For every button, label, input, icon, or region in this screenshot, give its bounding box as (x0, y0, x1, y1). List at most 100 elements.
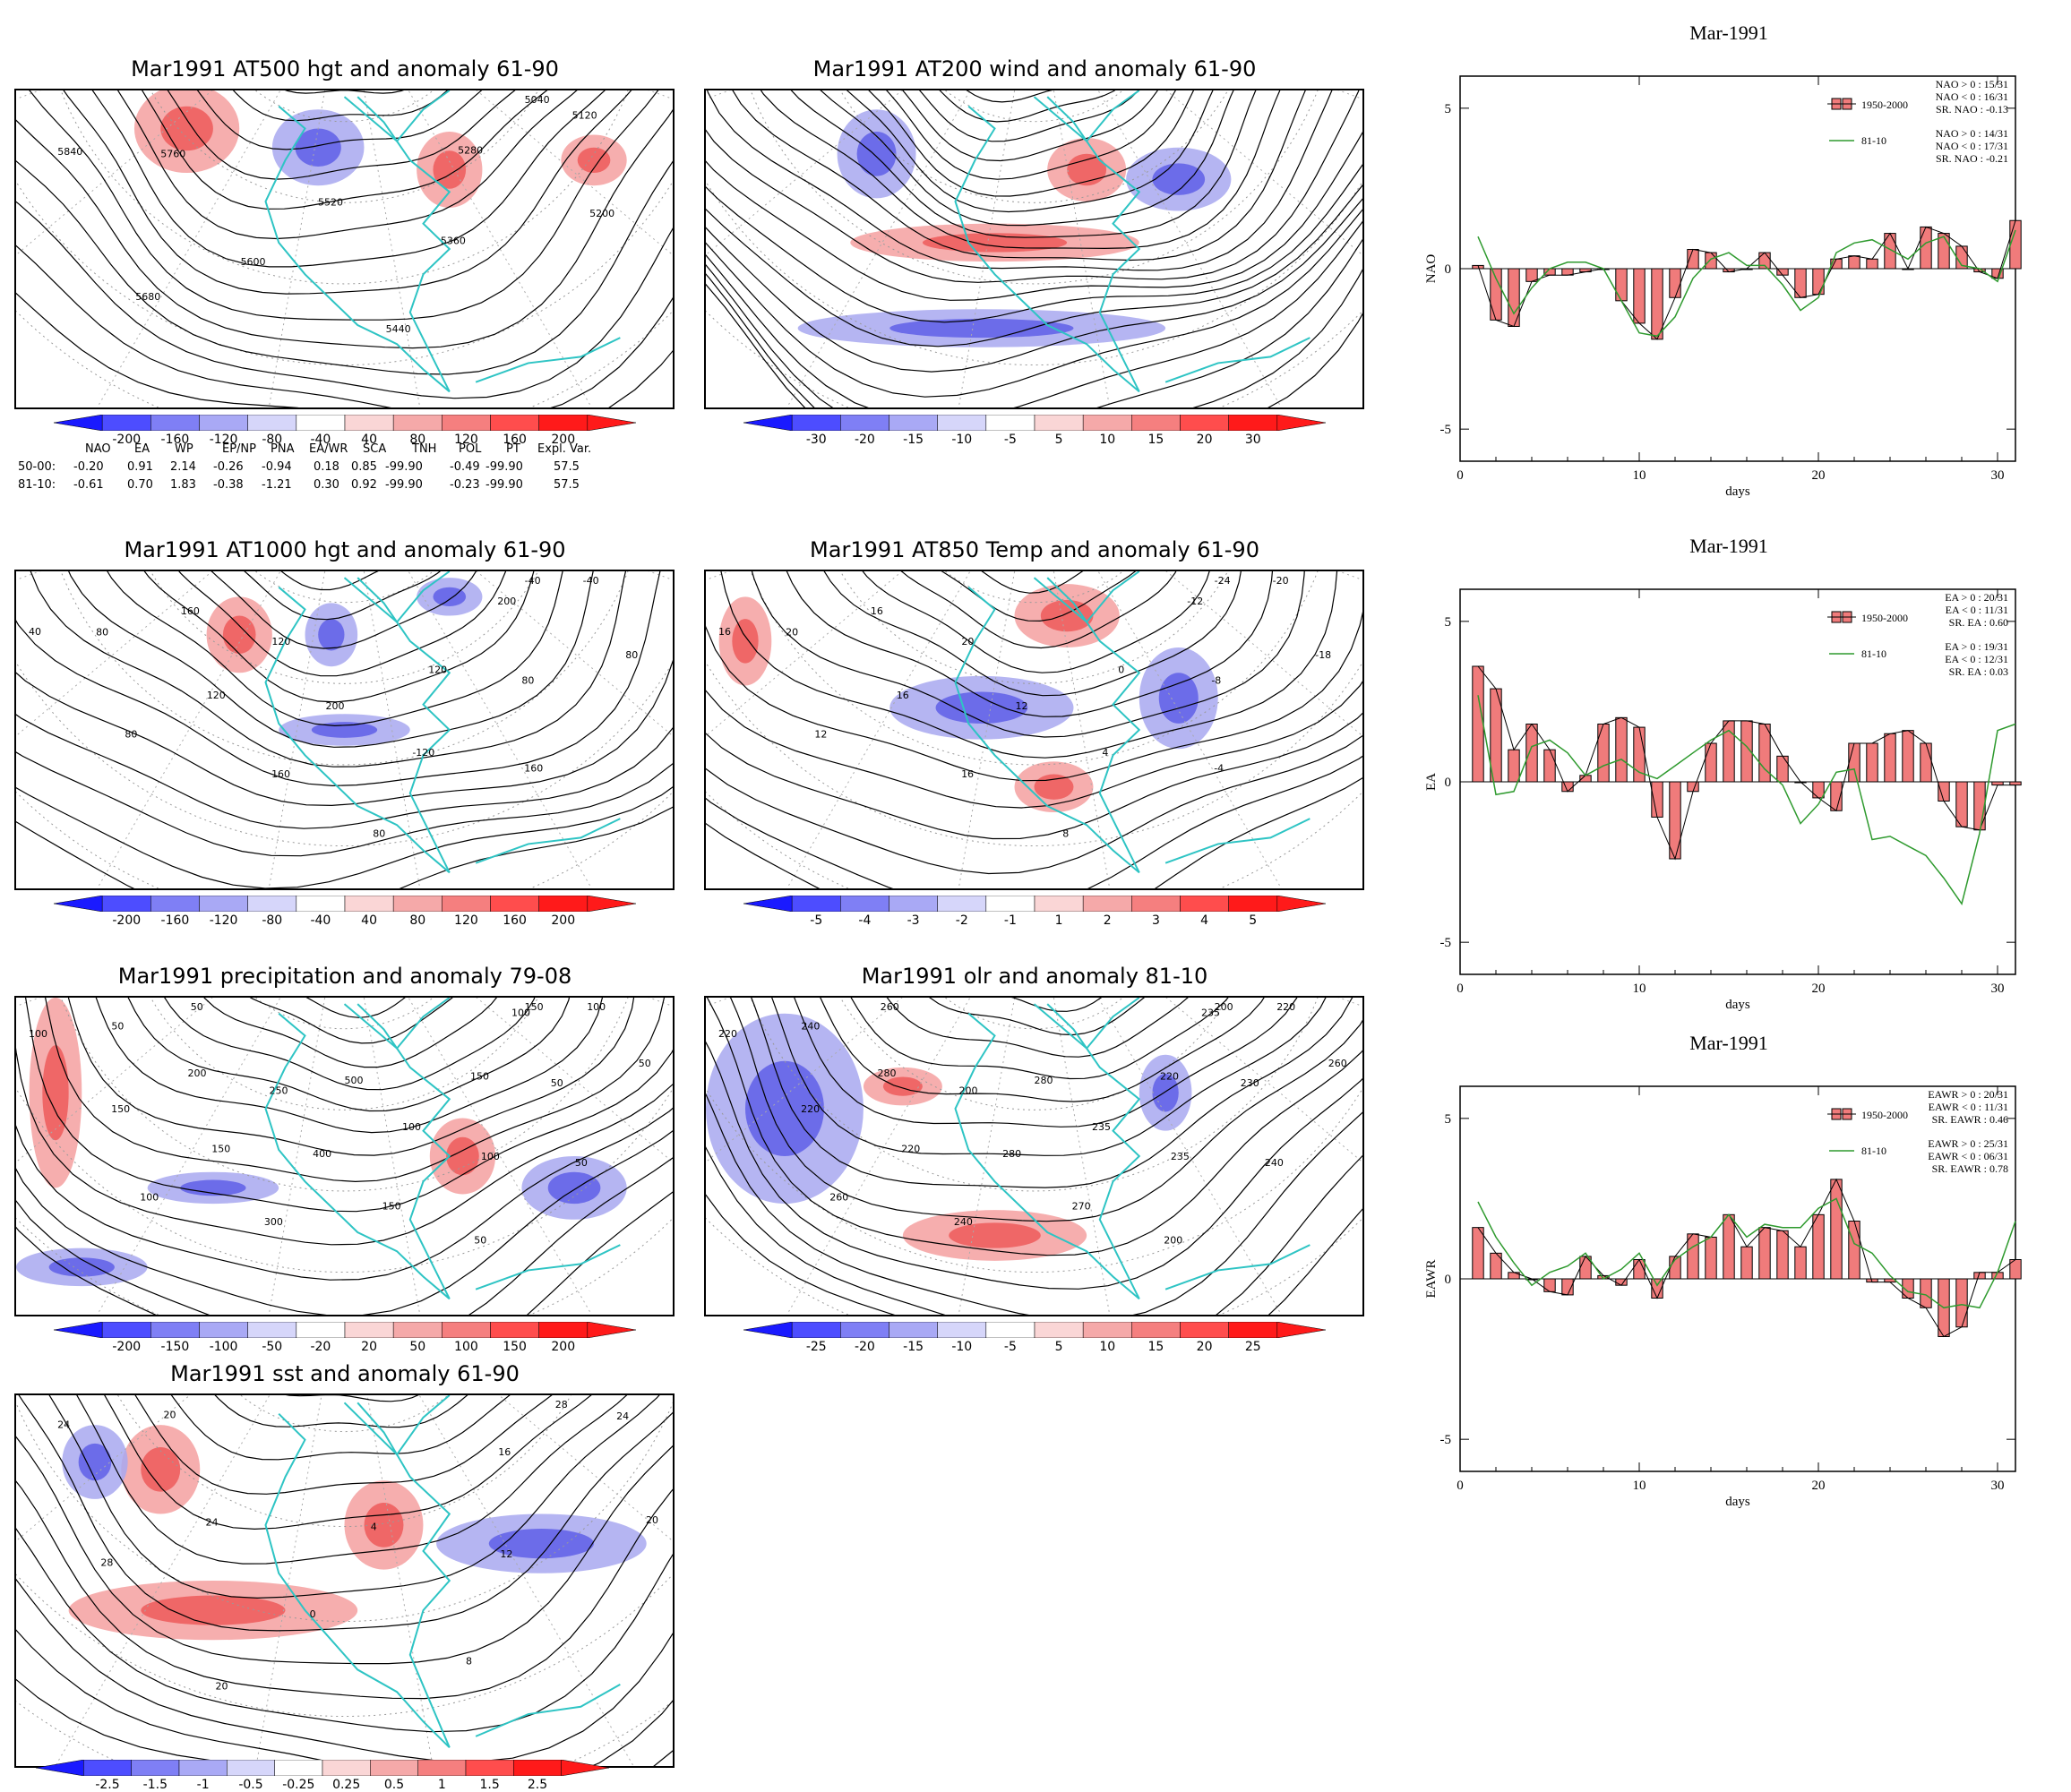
colorbar-tick-label: -30 (805, 433, 827, 447)
contour-line (170, 1395, 511, 1461)
x-tick-label: 30 (1991, 1479, 2005, 1493)
bar (1687, 781, 1699, 793)
bar (1776, 1230, 1789, 1280)
x-tick-label: 0 (1457, 982, 1464, 996)
ts-panel-ea: Mar-1991 0 10 20 30 -5 0 5 days EA 1950-2000 81-10… (1415, 531, 2042, 1019)
colorbar-swatch (392, 895, 443, 913)
bar (1812, 1213, 1825, 1280)
colorbar-arrow-left (743, 895, 793, 913)
colorbar-swatch (1082, 414, 1132, 432)
colorbar-tick-label: -80 (262, 913, 283, 928)
contour-line (249, 998, 453, 1044)
colorbar-swatch (1082, 895, 1132, 913)
bar (1740, 1246, 1753, 1280)
colorbar-swatch (937, 414, 987, 432)
colorbar-tick-label: 1 (1054, 913, 1063, 928)
bar (1723, 1213, 1735, 1280)
bar (2009, 219, 2022, 270)
contour-line (95, 998, 604, 1134)
contour-line (902, 90, 1158, 162)
contour-line (732, 90, 1306, 262)
header-pt: PT (506, 442, 520, 456)
meridian-line (16, 571, 213, 737)
bar (1848, 742, 1860, 783)
strong-positive-anomaly-area (732, 619, 759, 664)
colorbar-swatch (538, 895, 589, 913)
bar (1633, 268, 1646, 324)
coastline (475, 1244, 621, 1290)
colorbar-swatch (1131, 414, 1181, 432)
meridian-line (268, 571, 326, 888)
x-axis-label: days (1725, 998, 1750, 1012)
contour-line (794, 998, 1298, 1128)
contour-line (16, 571, 661, 787)
contour-label: 100 (402, 1121, 421, 1133)
colorbar-tick-label: -3 (907, 913, 920, 928)
contour-line (116, 90, 578, 240)
value-expl-var: 57.5 (554, 460, 580, 474)
contour-line (966, 90, 1053, 103)
ts-title: Mar-1991 (1689, 21, 1768, 44)
contour-line (820, 90, 1234, 227)
colorbar-swatch (131, 1759, 180, 1777)
latitude-circle (839, 998, 1229, 1110)
colorbar-swatch (101, 895, 151, 913)
contour-line (706, 164, 1362, 323)
colorbar-arrow-right (1276, 1321, 1327, 1339)
contour-label: 100 (29, 1028, 47, 1040)
contour-line (127, 998, 571, 1112)
colorbar-swatch (199, 1321, 248, 1339)
strong-positive-anomaly-area (882, 1076, 923, 1096)
colorbar-tick-label: -2 (955, 913, 968, 928)
contour-label: 220 (901, 1144, 920, 1155)
contour-label: 28 (555, 1399, 568, 1410)
colorbar-swatch (296, 895, 346, 913)
colorbar-swatch (985, 895, 1036, 913)
value-expl-var: 57.5 (554, 478, 580, 492)
contour-label: -8 (1211, 675, 1221, 687)
bar (1920, 1278, 1932, 1308)
contour-line (24, 998, 673, 1213)
contour-line (16, 751, 673, 857)
colorbar-wind: -30 -20 -15 -10 -5 5 10 15 20 30 (743, 414, 1327, 459)
contour-label: -20 (1273, 575, 1289, 587)
contour-label: 5440 (386, 323, 411, 335)
contour-label: 24 (206, 1517, 219, 1529)
ts-panel-nao: Mar-1991 0 10 20 30 -5 0 5 days NAO 1950-2000 81-1… (1415, 18, 2042, 506)
strong-negative-anomaly-area (318, 619, 345, 651)
meridian-line (1165, 998, 1362, 1163)
contour-line (285, 1395, 419, 1402)
meridian-line (366, 1395, 434, 1766)
strong-negative-anomaly-area (889, 318, 1074, 339)
colorbar-arrow-left (53, 895, 103, 913)
legend-bar-label: 1950-2000 (1861, 1109, 1908, 1121)
stats-1950-2000: EA < 0 : 11/31 (1946, 604, 2008, 616)
bar-outline-line (1477, 1178, 2016, 1338)
contour-line (706, 131, 1362, 301)
bar (1848, 1221, 1860, 1280)
colorbar-tick-label: -120 (209, 913, 238, 928)
meridian-line (706, 998, 903, 1163)
x-tick-label: 10 (1633, 1479, 1646, 1493)
colorbar-swatches (743, 895, 1327, 913)
colorbar-tick-label: 5 (1054, 1340, 1063, 1354)
value-pol: -0.23 (450, 478, 480, 492)
contour-line (16, 201, 673, 399)
bar (1615, 268, 1628, 302)
meridian-line (408, 998, 592, 1315)
contour-label: 20 (164, 1410, 176, 1421)
contour-line (751, 998, 1353, 1188)
bar (1633, 1259, 1646, 1280)
map-frame: -24 -20 -18 -12 -8 -4 0 4 8 12 16 20 16 12 16 20 16 (704, 570, 1364, 890)
colorbar-swatch (937, 1321, 987, 1339)
value-pna: -1.21 (262, 478, 292, 492)
coastline (475, 337, 621, 383)
value-epnp: -0.26 (213, 460, 244, 474)
x-axis-label: days (1725, 484, 1750, 499)
contour-label: 80 (125, 728, 137, 740)
bar (1525, 724, 1538, 783)
map-title: Mar1991 precipitation and anomaly 79-08 (117, 964, 572, 989)
meridian-line (1053, 571, 1111, 888)
meridian-line (706, 90, 903, 256)
contour-label: -40 (583, 575, 599, 587)
